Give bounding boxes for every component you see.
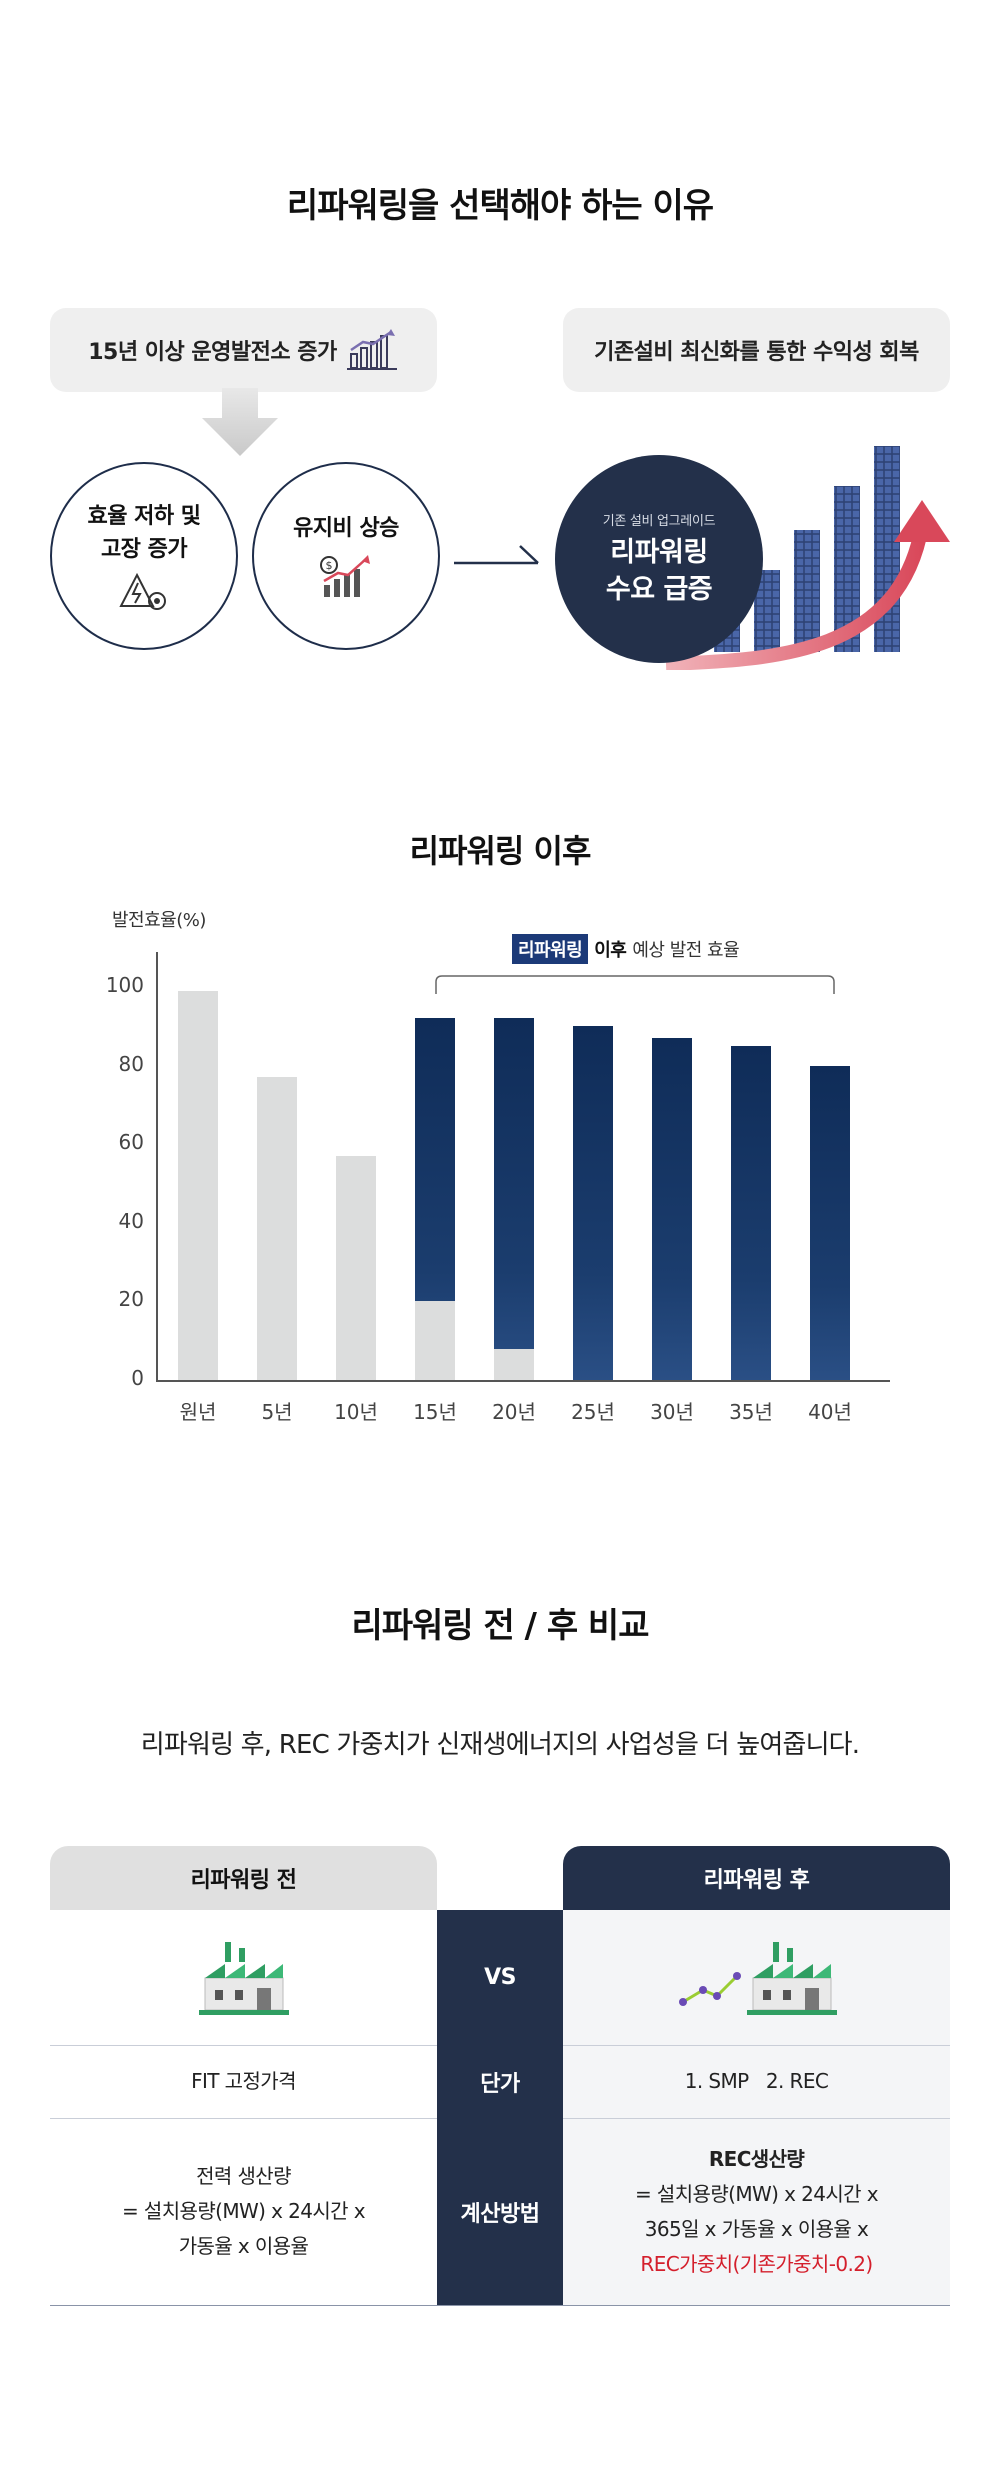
- circle-efficiency-drop-label: 효율 저하 및 고장 증가: [87, 504, 201, 562]
- reason-title: 리파워링을 선택해야 하는 이유: [286, 186, 714, 226]
- after-calc-line: REC생산량: [708, 2146, 805, 2171]
- y-tick-label: 20: [118, 1287, 144, 1312]
- bar-after: [810, 1065, 850, 1380]
- x-tick-label: 40년: [808, 1400, 852, 1424]
- x-tick-label: 35년: [729, 1400, 773, 1424]
- x-axis: [156, 1380, 890, 1382]
- bar-after: [573, 1026, 613, 1380]
- before-price: FIT 고정가격: [191, 2069, 296, 2093]
- x-tick-label: 25년: [571, 1400, 615, 1424]
- before-calc-line: = 설치용량(MW) x 24시간 x: [122, 2199, 366, 2223]
- pill-profit-recovery-label: 기존설비 최신화를 통한 수익성 회복: [594, 340, 919, 365]
- circle-maintenance-up-label: 유지비 상승: [293, 515, 399, 541]
- warning-gear-icon: [119, 572, 166, 610]
- bar-after: [652, 1038, 692, 1380]
- pill-old-plants-label: 15년 이상 운영발전소 증가: [88, 340, 337, 365]
- bar-before: [257, 1077, 297, 1380]
- x-tick-label: 15년: [413, 1400, 457, 1424]
- y-tick-label: 0: [131, 1366, 144, 1390]
- table-bottom-line: [50, 2305, 950, 2306]
- y-tick-label: 40: [118, 1208, 144, 1233]
- x-tick-label: 원년: [179, 1400, 217, 1424]
- pill-profit-recovery: 기존설비 최신화를 통한 수익성 회복: [563, 308, 950, 392]
- divider: [50, 2045, 437, 2046]
- factory-growth-icon: [678, 1941, 837, 2015]
- annotation-tag: 리파워링: [512, 934, 589, 964]
- before-calc: 전력 생산량 = 설치용량(MW) x 24시간 x 가동율 x 이용율: [50, 2118, 437, 2305]
- divider: [50, 2118, 437, 2119]
- bar-growth-icon: [346, 329, 397, 370]
- compare-title: 리파워링 전 / 후 비교: [351, 1606, 649, 1646]
- before-calc-line: 가동율 x 이용율: [178, 2234, 309, 2258]
- vs-cell: VS: [437, 1910, 563, 2045]
- annotation-bold: 이후: [594, 940, 627, 961]
- circle-maintenance-up: 유지비 상승 $: [252, 462, 440, 650]
- calc-label: 계산방법: [437, 2118, 563, 2305]
- compare-subtitle: 리파워링 후, REC 가중치가 신재생에너지의 사업성을 더 높여줍니다.: [140, 1730, 860, 1760]
- before-header: 리파워링 전: [50, 1846, 437, 1910]
- after-calc-line: 365일 x 가동율 x 이용율 x: [644, 2216, 869, 2241]
- x-tick-label: 20년: [492, 1400, 536, 1424]
- price-label: 단가: [437, 2045, 563, 2118]
- after-header: 리파워링 후: [563, 1846, 950, 1910]
- annotation-rest: 예상 발전 효율: [632, 940, 740, 961]
- result-circle: 기존 설비 업그레이드 리파워링 수요 급증: [555, 455, 763, 663]
- bar-before: [494, 1348, 534, 1380]
- y-tick-label: 60: [118, 1130, 144, 1155]
- after-price: 1. SMP 2. REC: [684, 2069, 829, 2093]
- chart-ylabel: 발전효율(%): [112, 910, 206, 931]
- money-rising-icon: $: [320, 554, 370, 597]
- before-calc-line: 전력 생산량: [196, 2164, 291, 2188]
- y-tick-label: 100: [105, 973, 144, 997]
- divider: [563, 2045, 950, 2046]
- after-calc-weight: REC가중치(기존가중치-0.2): [640, 2251, 873, 2276]
- svg-text:$: $: [326, 559, 333, 572]
- factory-icon: [198, 1941, 289, 2015]
- down-arrow-icon: [202, 388, 278, 456]
- bar-before: [178, 990, 218, 1380]
- pill-old-plants: 15년 이상 운영발전소 증가: [50, 308, 437, 392]
- after-calc: REC생산량 = 설치용량(MW) x 24시간 x 365일 x 가동율 x …: [563, 2118, 950, 2305]
- bar-before: [415, 1301, 455, 1380]
- x-tick-label: 10년: [334, 1400, 378, 1424]
- bar-after: [415, 1018, 455, 1380]
- result-small-label: 기존 설비 업그레이드: [602, 514, 716, 530]
- y-axis: [156, 952, 158, 1380]
- chart-annotation: 리파워링 이후 예상 발전 효율: [512, 934, 740, 964]
- result-big-label: 리파워링 수요 급증: [605, 537, 713, 605]
- circle-efficiency-drop: 효율 저하 및 고장 증가: [50, 462, 238, 650]
- before-icon-cell: [50, 1910, 437, 2045]
- y-tick-label: 80: [118, 1051, 144, 1076]
- divider: [563, 2118, 950, 2119]
- x-tick-label: 5년: [261, 1400, 293, 1424]
- x-tick-label: 30년: [650, 1400, 694, 1424]
- bar-after: [494, 1018, 534, 1380]
- right-arrow-icon: [454, 545, 539, 565]
- bar-after: [731, 1045, 771, 1380]
- annotation-bracket: [435, 975, 835, 994]
- bar-before: [336, 1155, 376, 1380]
- after-calc-line: = 설치용량(MW) x 24시간 x: [635, 2181, 879, 2206]
- after-icon-cell: [563, 1910, 950, 2045]
- chart-title: 리파워링 이후: [409, 832, 592, 870]
